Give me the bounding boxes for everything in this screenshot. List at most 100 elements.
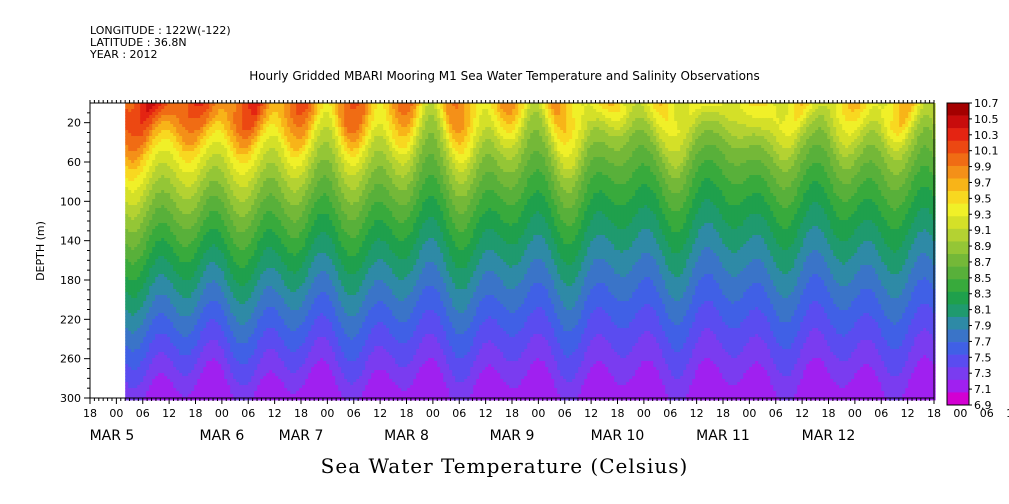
heatmap-cell — [212, 379, 216, 383]
heatmap-cell — [158, 127, 162, 131]
heatmap-cell — [230, 253, 234, 257]
heatmap-cell — [233, 214, 237, 218]
heatmap-cell — [218, 262, 222, 266]
heatmap-cell — [206, 277, 210, 281]
heatmap-cell — [152, 364, 156, 368]
heatmap-cell — [137, 322, 141, 326]
heatmap-cell — [224, 178, 228, 182]
heatmap-cell — [236, 130, 240, 134]
heatmap-cell — [197, 259, 201, 263]
heatmap-cell — [152, 121, 156, 125]
heatmap-cell — [239, 211, 243, 215]
heatmap-cell — [248, 157, 252, 161]
heatmap-cell — [245, 253, 249, 257]
heatmap-cell — [254, 214, 258, 218]
heatmap-cell — [239, 250, 243, 254]
heatmap-cell — [167, 169, 171, 173]
heatmap-cell — [128, 337, 132, 341]
heatmap-cell — [194, 361, 198, 365]
heatmap-cell — [182, 154, 186, 158]
heatmap-cell — [233, 337, 237, 341]
heatmap-cell — [146, 160, 150, 164]
heatmap-cell — [134, 244, 138, 248]
heatmap-cell — [185, 385, 189, 389]
heatmap-cell — [233, 346, 237, 350]
heatmap-cell — [128, 115, 132, 119]
heatmap-cell — [221, 196, 225, 200]
heatmap-cell — [269, 289, 273, 293]
heatmap-cell — [254, 130, 258, 134]
heatmap-cell — [170, 235, 174, 239]
heatmap-cell — [128, 151, 132, 155]
heatmap-cell — [239, 235, 243, 239]
heatmap-cell — [188, 283, 192, 287]
heatmap-cell — [227, 229, 231, 233]
heatmap-cell — [185, 232, 189, 236]
heatmap-cell — [251, 394, 255, 398]
heatmap-cell — [158, 334, 162, 338]
heatmap-cell — [236, 124, 240, 128]
heatmap-cell — [143, 142, 147, 146]
heatmap-cell — [176, 229, 180, 233]
heatmap-cell — [200, 379, 204, 383]
heatmap-cell — [173, 250, 177, 254]
heatmap-cell — [209, 334, 213, 338]
heatmap-cell — [167, 271, 171, 275]
heatmap-cell — [125, 367, 129, 371]
heatmap-cell — [209, 337, 213, 341]
heatmap-cell — [161, 238, 165, 242]
heatmap-cell — [251, 181, 255, 185]
heatmap-cell — [224, 106, 228, 110]
heatmap-cell — [248, 247, 252, 251]
heatmap-cell — [140, 196, 144, 200]
heatmap-cell — [128, 346, 132, 350]
heatmap-cell — [197, 337, 201, 341]
heatmap-cell — [209, 319, 213, 323]
heatmap-cell — [263, 106, 267, 110]
heatmap-cell — [218, 289, 222, 293]
heatmap-cell — [128, 298, 132, 302]
heatmap-cell — [161, 262, 165, 266]
heatmap-cell — [233, 151, 237, 155]
heatmap-cell — [173, 340, 177, 344]
heatmap-cell — [161, 316, 165, 320]
heatmap-cell — [125, 268, 129, 272]
heatmap-cell — [254, 349, 258, 353]
heatmap-cell — [203, 265, 207, 269]
heatmap-cell — [230, 259, 234, 263]
heatmap-cell — [257, 229, 261, 233]
heatmap-cell — [215, 382, 219, 386]
heatmap-cell — [230, 211, 234, 215]
heatmap-cell — [233, 112, 237, 116]
heatmap-cell — [266, 157, 270, 161]
heatmap-cell — [194, 379, 198, 383]
heatmap-cell — [236, 175, 240, 179]
heatmap-cell — [272, 121, 276, 125]
heatmap-cell — [236, 232, 240, 236]
heatmap-cell — [152, 397, 156, 401]
heatmap-cell — [209, 145, 213, 149]
heatmap-cell — [128, 340, 132, 344]
heatmap-cell — [194, 316, 198, 320]
heatmap-cell — [275, 199, 279, 203]
heatmap-cell — [221, 307, 225, 311]
heatmap-cell — [227, 214, 231, 218]
heatmap-cell — [188, 370, 192, 374]
heatmap-cell — [260, 226, 264, 230]
heatmap-cell — [212, 172, 216, 176]
heatmap-cell — [269, 220, 273, 224]
heatmap-cell — [221, 193, 225, 197]
heatmap-cell — [188, 298, 192, 302]
heatmap-cell — [257, 292, 261, 296]
heatmap-cell — [203, 112, 207, 116]
heatmap-cell — [167, 325, 171, 329]
heatmap-cell — [164, 124, 168, 128]
heatmap-cell — [212, 241, 216, 245]
heatmap-cell — [257, 187, 261, 191]
heatmap-cell — [215, 397, 219, 401]
heatmap-cell — [245, 301, 249, 305]
heatmap-cell — [209, 208, 213, 212]
heatmap-cell — [158, 190, 162, 194]
heatmap-cell — [167, 184, 171, 188]
heatmap-cell — [197, 355, 201, 359]
